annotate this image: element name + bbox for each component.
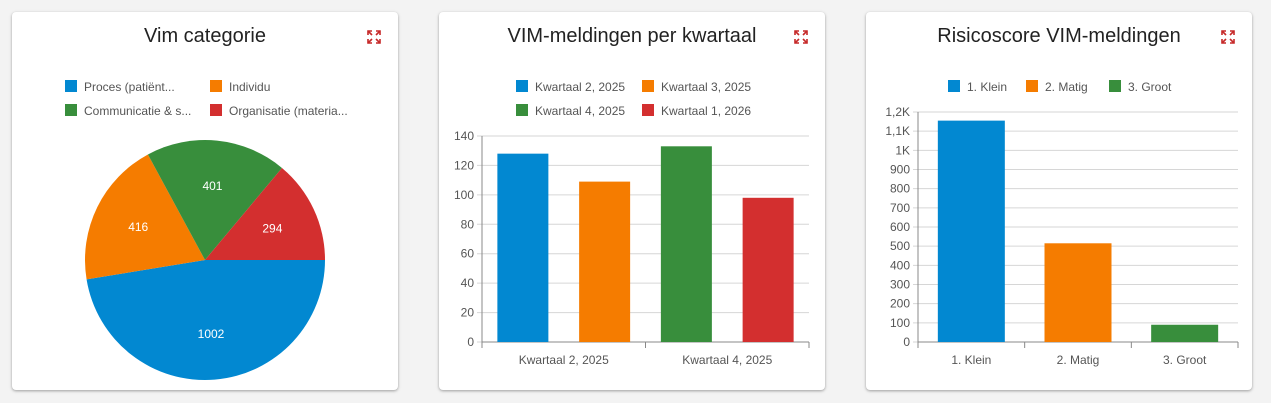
- legend-label: Kwartaal 2, 2025: [535, 80, 626, 94]
- legend-label: Kwartaal 4, 2025: [535, 104, 626, 118]
- y-tick-label: 100: [890, 316, 910, 330]
- y-tick-label: 200: [890, 297, 910, 311]
- y-tick-label: 0: [903, 335, 910, 349]
- legend-label: Organisatie (materia...: [229, 104, 348, 118]
- legend-swatch: [948, 80, 960, 92]
- y-tick-label: 700: [890, 201, 910, 215]
- pie-slice: [205, 167, 325, 260]
- legend-label: Kwartaal 3, 2025: [661, 80, 752, 94]
- legend-swatch: [65, 104, 77, 116]
- expand-icon[interactable]: [1221, 30, 1235, 44]
- legend-item[interactable]: Kwartaal 2, 2025: [516, 80, 625, 94]
- y-tick-label: 1,2K: [885, 105, 910, 119]
- legend-label: 1. Klein: [967, 80, 1008, 94]
- y-tick-label: 500: [890, 239, 910, 253]
- card-risicoscore: Risicoscore VIM-meldingen 1. Klein 2. Ma…: [866, 12, 1252, 390]
- pie-data-label: 1002: [198, 327, 225, 341]
- bar: [1151, 324, 1219, 342]
- y-tick-label: 140: [454, 129, 474, 143]
- bar: [579, 181, 631, 342]
- legend-item[interactable]: 3. Groot: [1109, 80, 1171, 94]
- bar: [742, 197, 794, 342]
- y-tick-label: 900: [890, 163, 910, 177]
- legend-swatch: [516, 80, 528, 92]
- y-tick-label: 120: [454, 158, 474, 172]
- x-tick-label: 3. Groot: [1163, 353, 1207, 367]
- x-tick-label: Kwartaal 2, 2025: [519, 353, 609, 367]
- legend-item[interactable]: 1. Klein: [948, 80, 1007, 94]
- legend-swatch: [65, 80, 77, 92]
- pie-slice: [86, 260, 326, 381]
- y-tick-label: 20: [461, 306, 475, 320]
- bar: [497, 153, 549, 342]
- card-vim-per-kwartaal: VIM-meldingen per kwartaal Kwartaal 2, 2…: [439, 12, 825, 390]
- legend-item[interactable]: Individu: [210, 80, 270, 94]
- pie-chart: 1002 416 401 294: [85, 140, 326, 381]
- y-tick-label: 400: [890, 258, 910, 272]
- y-tick-label: 100: [454, 188, 474, 202]
- legend-label: Kwartaal 1, 2026: [661, 104, 752, 118]
- legend-swatch: [1026, 80, 1038, 92]
- card-title: Risicoscore VIM-meldingen: [937, 25, 1181, 47]
- legend-swatch: [1109, 80, 1121, 92]
- y-tick-label: 1K: [895, 143, 910, 157]
- y-tick-label: 300: [890, 278, 910, 292]
- legend-swatch: [516, 104, 528, 116]
- y-tick-label: 1,1K: [885, 124, 910, 138]
- y-tick-label: 40: [461, 276, 475, 290]
- x-tick-label: 1. Klein: [951, 353, 991, 367]
- legend-swatch: [642, 80, 654, 92]
- card-title: VIM-meldingen per kwartaal: [507, 25, 757, 47]
- expand-icon[interactable]: [794, 30, 808, 44]
- x-tick-label: 2. Matig: [1057, 353, 1100, 367]
- legend-item[interactable]: Kwartaal 1, 2026: [642, 104, 751, 118]
- bar: [660, 146, 712, 342]
- pie-data-label: 294: [262, 222, 282, 236]
- y-tick-label: 60: [461, 247, 475, 261]
- x-tick-label: Kwartaal 4, 2025: [682, 353, 772, 367]
- legend-item[interactable]: Kwartaal 3, 2025: [642, 80, 751, 94]
- bar-chart-kwartaal: 0 20 40 60 80 100 120 140 Kwartaal 2, 2025 Kwarta…: [454, 129, 810, 367]
- y-tick-label: 600: [890, 220, 910, 234]
- expand-icon[interactable]: [367, 30, 381, 44]
- legend-label: 3. Groot: [1128, 80, 1172, 94]
- legend-item[interactable]: Proces (patiënt...: [65, 80, 175, 94]
- legend-item[interactable]: Organisatie (materia...: [210, 104, 348, 118]
- pie-data-label: 401: [202, 179, 222, 193]
- y-tick-label: 80: [461, 217, 475, 231]
- y-tick-label: 0: [467, 335, 474, 349]
- legend-label: Individu: [229, 80, 271, 94]
- legend-swatch: [210, 104, 222, 116]
- pie-slice: [85, 154, 205, 280]
- card-vim-categorie: Vim categorie Proces (patiënt... Individ…: [12, 12, 398, 390]
- legend-label: 2. Matig: [1045, 80, 1088, 94]
- pie-slice: [147, 140, 282, 260]
- legend-item[interactable]: 2. Matig: [1026, 80, 1088, 94]
- pie-data-label: 416: [128, 220, 148, 234]
- card-title: Vim categorie: [144, 25, 266, 47]
- bar-chart-risicoscore: 0 100 200 300 400 500 600 700 800 900 1K 1,1K 1,2K 1.…: [885, 105, 1239, 367]
- bar: [937, 120, 1005, 342]
- legend-item[interactable]: Kwartaal 4, 2025: [516, 104, 625, 118]
- legend-label: Communicatie & s...: [84, 104, 192, 118]
- legend-label: Proces (patiënt...: [84, 80, 175, 94]
- bar: [1044, 243, 1112, 342]
- legend-item[interactable]: Communicatie & s...: [65, 104, 191, 118]
- y-tick-label: 800: [890, 182, 910, 196]
- legend-swatch: [210, 80, 222, 92]
- legend-swatch: [642, 104, 654, 116]
